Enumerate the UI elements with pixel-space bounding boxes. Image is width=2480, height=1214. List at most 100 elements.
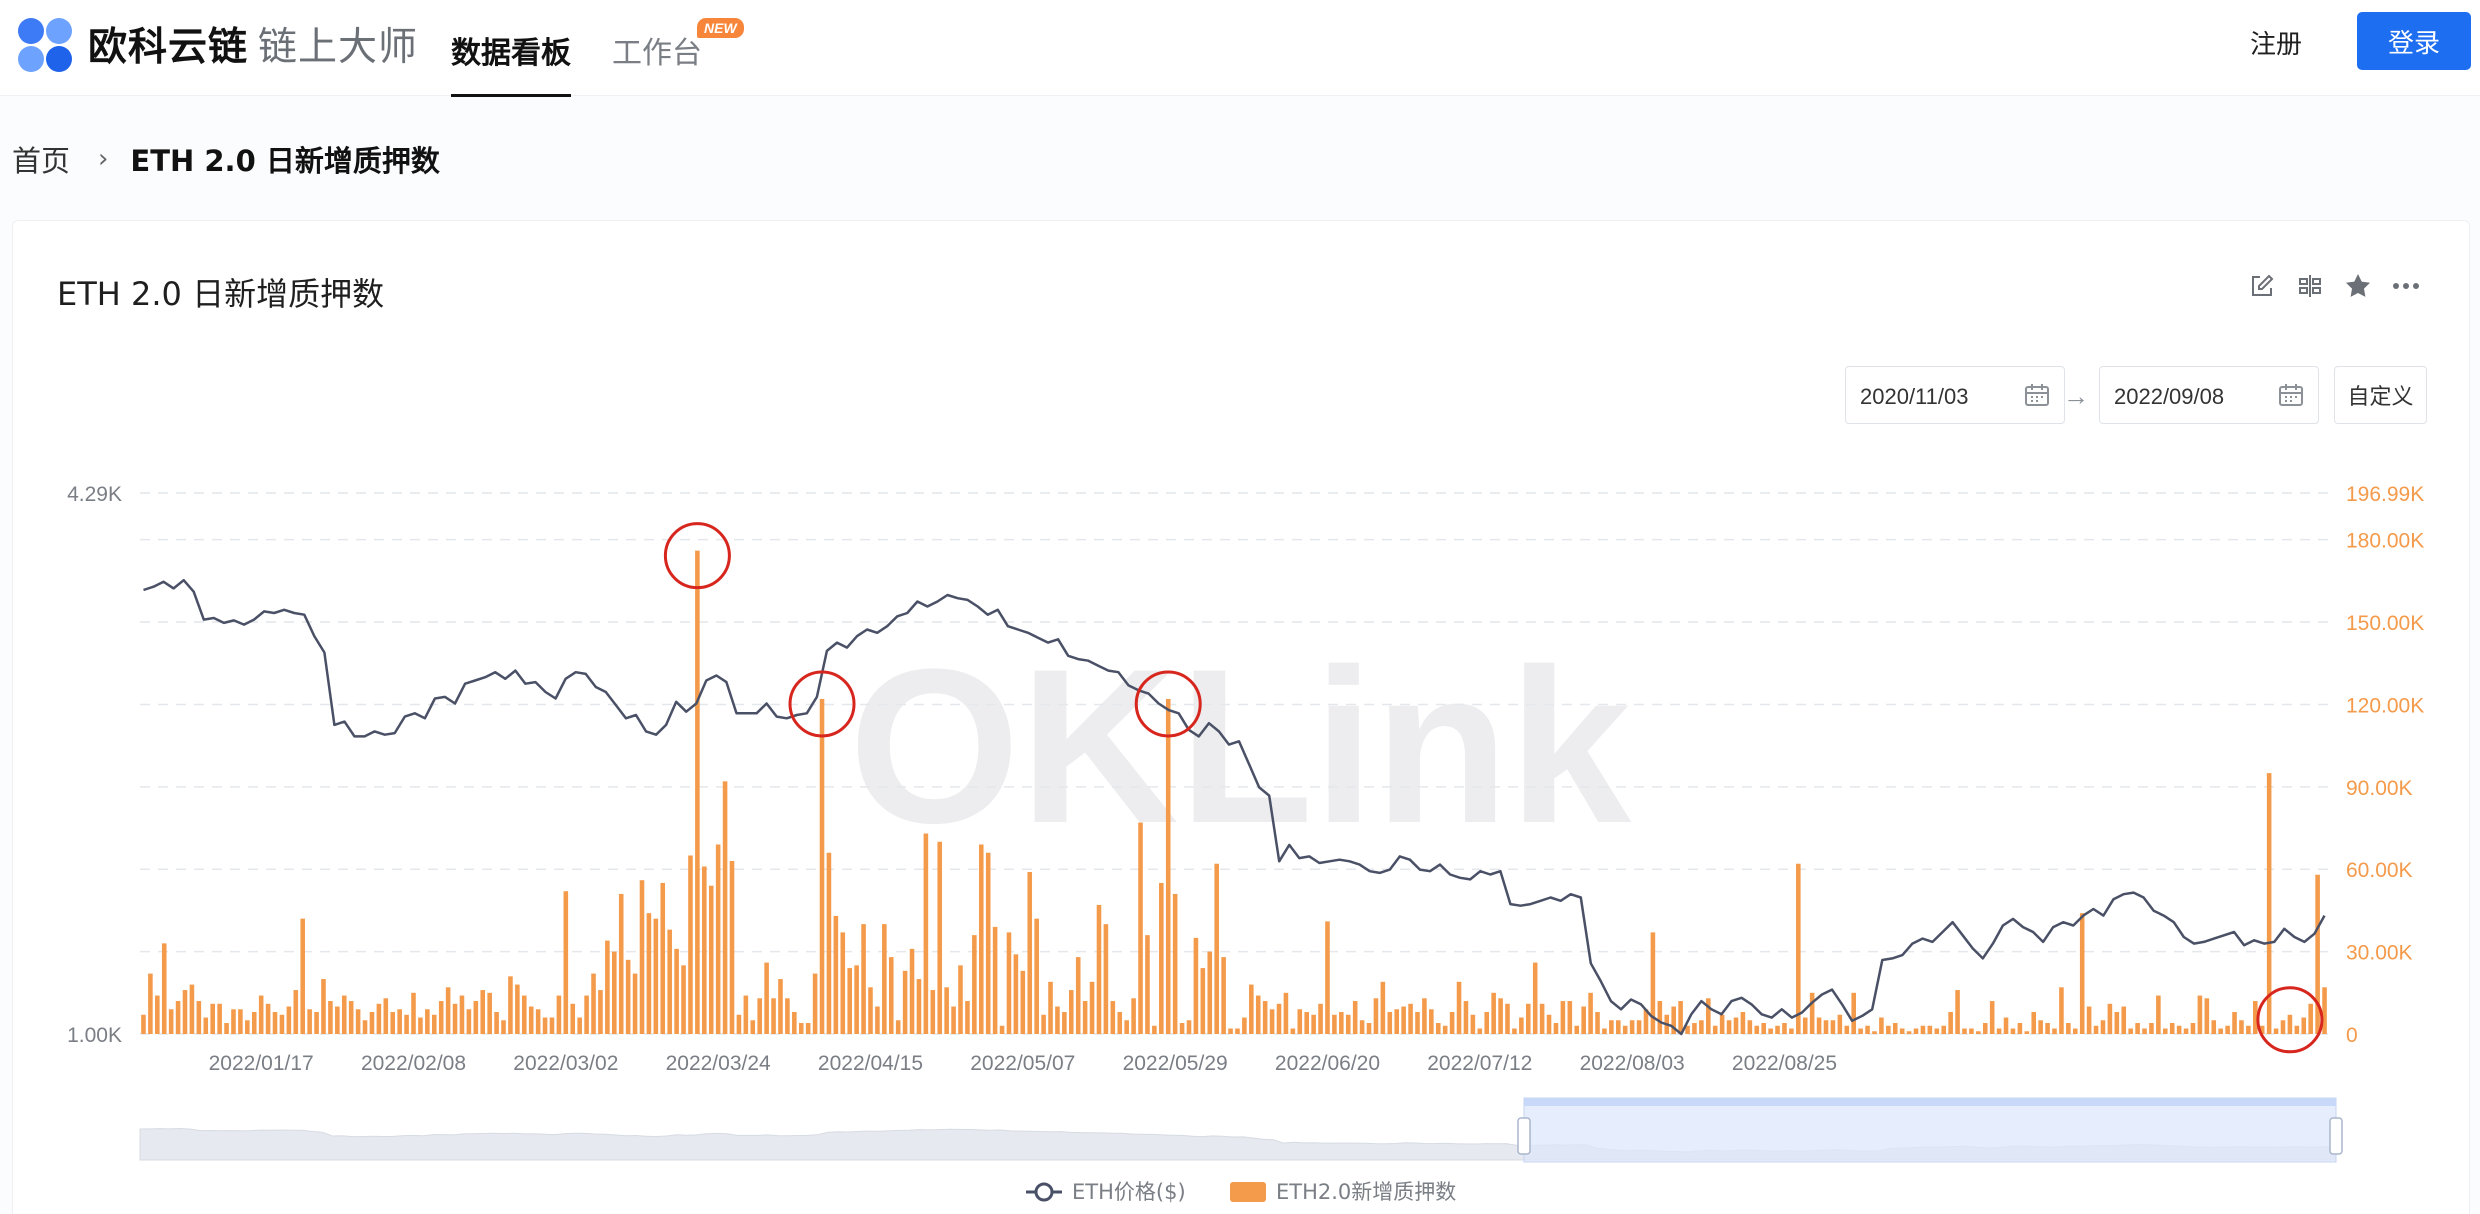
- stake-bar: [1491, 992, 1496, 1034]
- tab-data-dashboard[interactable]: 数据看板: [451, 28, 571, 97]
- chevron-right-icon: ›: [98, 144, 109, 174]
- stake-bar: [1782, 1023, 1787, 1034]
- stake-bar: [1948, 1012, 1953, 1034]
- stake-bar: [175, 1001, 181, 1034]
- stake-bar: [293, 990, 299, 1034]
- stake-bar: [1290, 1028, 1296, 1034]
- stake-bar: [1068, 990, 1074, 1034]
- highlight-circle: [1134, 670, 1202, 738]
- stake-bar: [2017, 1023, 2023, 1034]
- stake-bar: [1609, 1020, 1614, 1034]
- stake-bar: [1615, 1020, 1621, 1034]
- stake-bar: [702, 866, 707, 1034]
- stake-bar: [965, 1001, 970, 1034]
- stake-bar: [1228, 1028, 1233, 1034]
- calendar-icon: [2278, 383, 2304, 413]
- right-axis-tick: 196.99K: [2346, 483, 2424, 506]
- brand-logo[interactable]: 欧科云链 链上大师: [16, 16, 418, 72]
- stake-bar: [300, 918, 306, 1034]
- stake-bar: [1394, 1009, 1400, 1034]
- more-icon[interactable]: [2389, 269, 2423, 303]
- stake-bar: [1546, 1014, 1552, 1034]
- star-icon[interactable]: [2341, 269, 2375, 303]
- stake-bar: [646, 913, 652, 1034]
- stake-bar: [2204, 998, 2210, 1034]
- stake-bar: [1802, 1017, 1808, 1034]
- stake-bar: [1532, 962, 1538, 1034]
- stake-bar: [1422, 998, 1427, 1034]
- stake-bar: [1442, 1025, 1448, 1034]
- stake-bar: [501, 1020, 506, 1034]
- stake-bar: [1602, 1028, 1607, 1034]
- stake-bar: [1020, 970, 1026, 1034]
- stake-bar: [272, 1012, 278, 1034]
- stake-bar: [1138, 822, 1143, 1034]
- right-axis-tick: 150.00K: [2346, 612, 2424, 635]
- stake-bar: [1830, 1020, 1836, 1034]
- stake-bar: [2294, 1025, 2300, 1034]
- range-slider[interactable]: [139, 1097, 2343, 1163]
- stake-bar: [2045, 1023, 2050, 1034]
- stake-bar: [397, 1009, 402, 1034]
- stake-bar: [2107, 1003, 2113, 1034]
- stake-bar: [757, 998, 762, 1034]
- stake-bar: [1588, 992, 1593, 1034]
- stake-bar: [1643, 1009, 1649, 1034]
- stake-bar: [785, 998, 790, 1034]
- stake-bar: [1913, 1028, 1919, 1034]
- stake-bar: [1387, 1012, 1393, 1034]
- stake-bar: [681, 965, 686, 1034]
- stake-bar: [1055, 1006, 1060, 1034]
- stake-bar: [2176, 1025, 2182, 1034]
- stake-bar: [245, 1020, 250, 1034]
- start-date-value: 2020/11/03: [1860, 384, 1969, 409]
- stake-bar: [2301, 1017, 2307, 1034]
- custom-range-button[interactable]: 自定义: [2334, 366, 2427, 424]
- stake-bar: [1366, 1023, 1372, 1034]
- stake-bar: [251, 1012, 257, 1034]
- stake-bar: [695, 550, 700, 1034]
- stake-bar: [390, 1012, 396, 1034]
- stake-bar: [355, 1009, 361, 1034]
- stake-bar: [840, 932, 846, 1034]
- stake-bar: [431, 1014, 437, 1034]
- stake-bar: [2135, 1023, 2140, 1034]
- stake-bar: [1242, 1017, 1247, 1034]
- stake-bar: [2072, 1028, 2078, 1034]
- stake-bar: [2197, 995, 2203, 1034]
- start-date-input[interactable]: 2020/11/03: [1845, 366, 2065, 424]
- stake-bar: [2287, 1014, 2293, 1034]
- stake-bar: [556, 995, 562, 1034]
- stake-bar: [1733, 1017, 1739, 1034]
- login-button[interactable]: 登录: [2357, 12, 2471, 70]
- edit-icon[interactable]: [2245, 269, 2279, 303]
- stake-bar: [1214, 863, 1219, 1034]
- stake-bar: [459, 995, 465, 1034]
- stake-bar: [1622, 1025, 1628, 1034]
- compare-icon[interactable]: [2293, 269, 2327, 303]
- stake-bar: [1006, 932, 1012, 1034]
- breadcrumb: 首页 › ETH 2.0 日新增质押数: [12, 138, 440, 180]
- stake-bar: [1927, 1025, 1933, 1034]
- calendar-icon: [2024, 383, 2050, 413]
- stake-bar: [182, 990, 188, 1034]
- register-button[interactable]: 注册: [2250, 24, 2302, 61]
- stake-bar: [2273, 1028, 2279, 1034]
- tab-workbench[interactable]: 工作台: [612, 36, 702, 71]
- stake-bar: [1865, 1025, 1870, 1034]
- stake-bar: [1969, 1028, 1974, 1034]
- stake-bar: [2259, 1025, 2265, 1034]
- x-axis-tick: 2022/06/20: [1275, 1052, 1380, 1075]
- stake-bar: [958, 965, 963, 1034]
- stake-bar: [1352, 1001, 1358, 1034]
- stake-bar: [1657, 1001, 1663, 1034]
- stake-bar: [1574, 1025, 1580, 1034]
- end-date-input[interactable]: 2022/09/08: [2099, 366, 2319, 424]
- stake-bar: [1207, 951, 1213, 1034]
- stake-bar: [1982, 1023, 1988, 1034]
- stake-bar: [1899, 1028, 1905, 1034]
- stake-bar: [1512, 1028, 1517, 1034]
- breadcrumb-home-link[interactable]: 首页: [12, 144, 71, 178]
- stake-bar: [1726, 1020, 1732, 1034]
- stake-bar: [888, 957, 894, 1034]
